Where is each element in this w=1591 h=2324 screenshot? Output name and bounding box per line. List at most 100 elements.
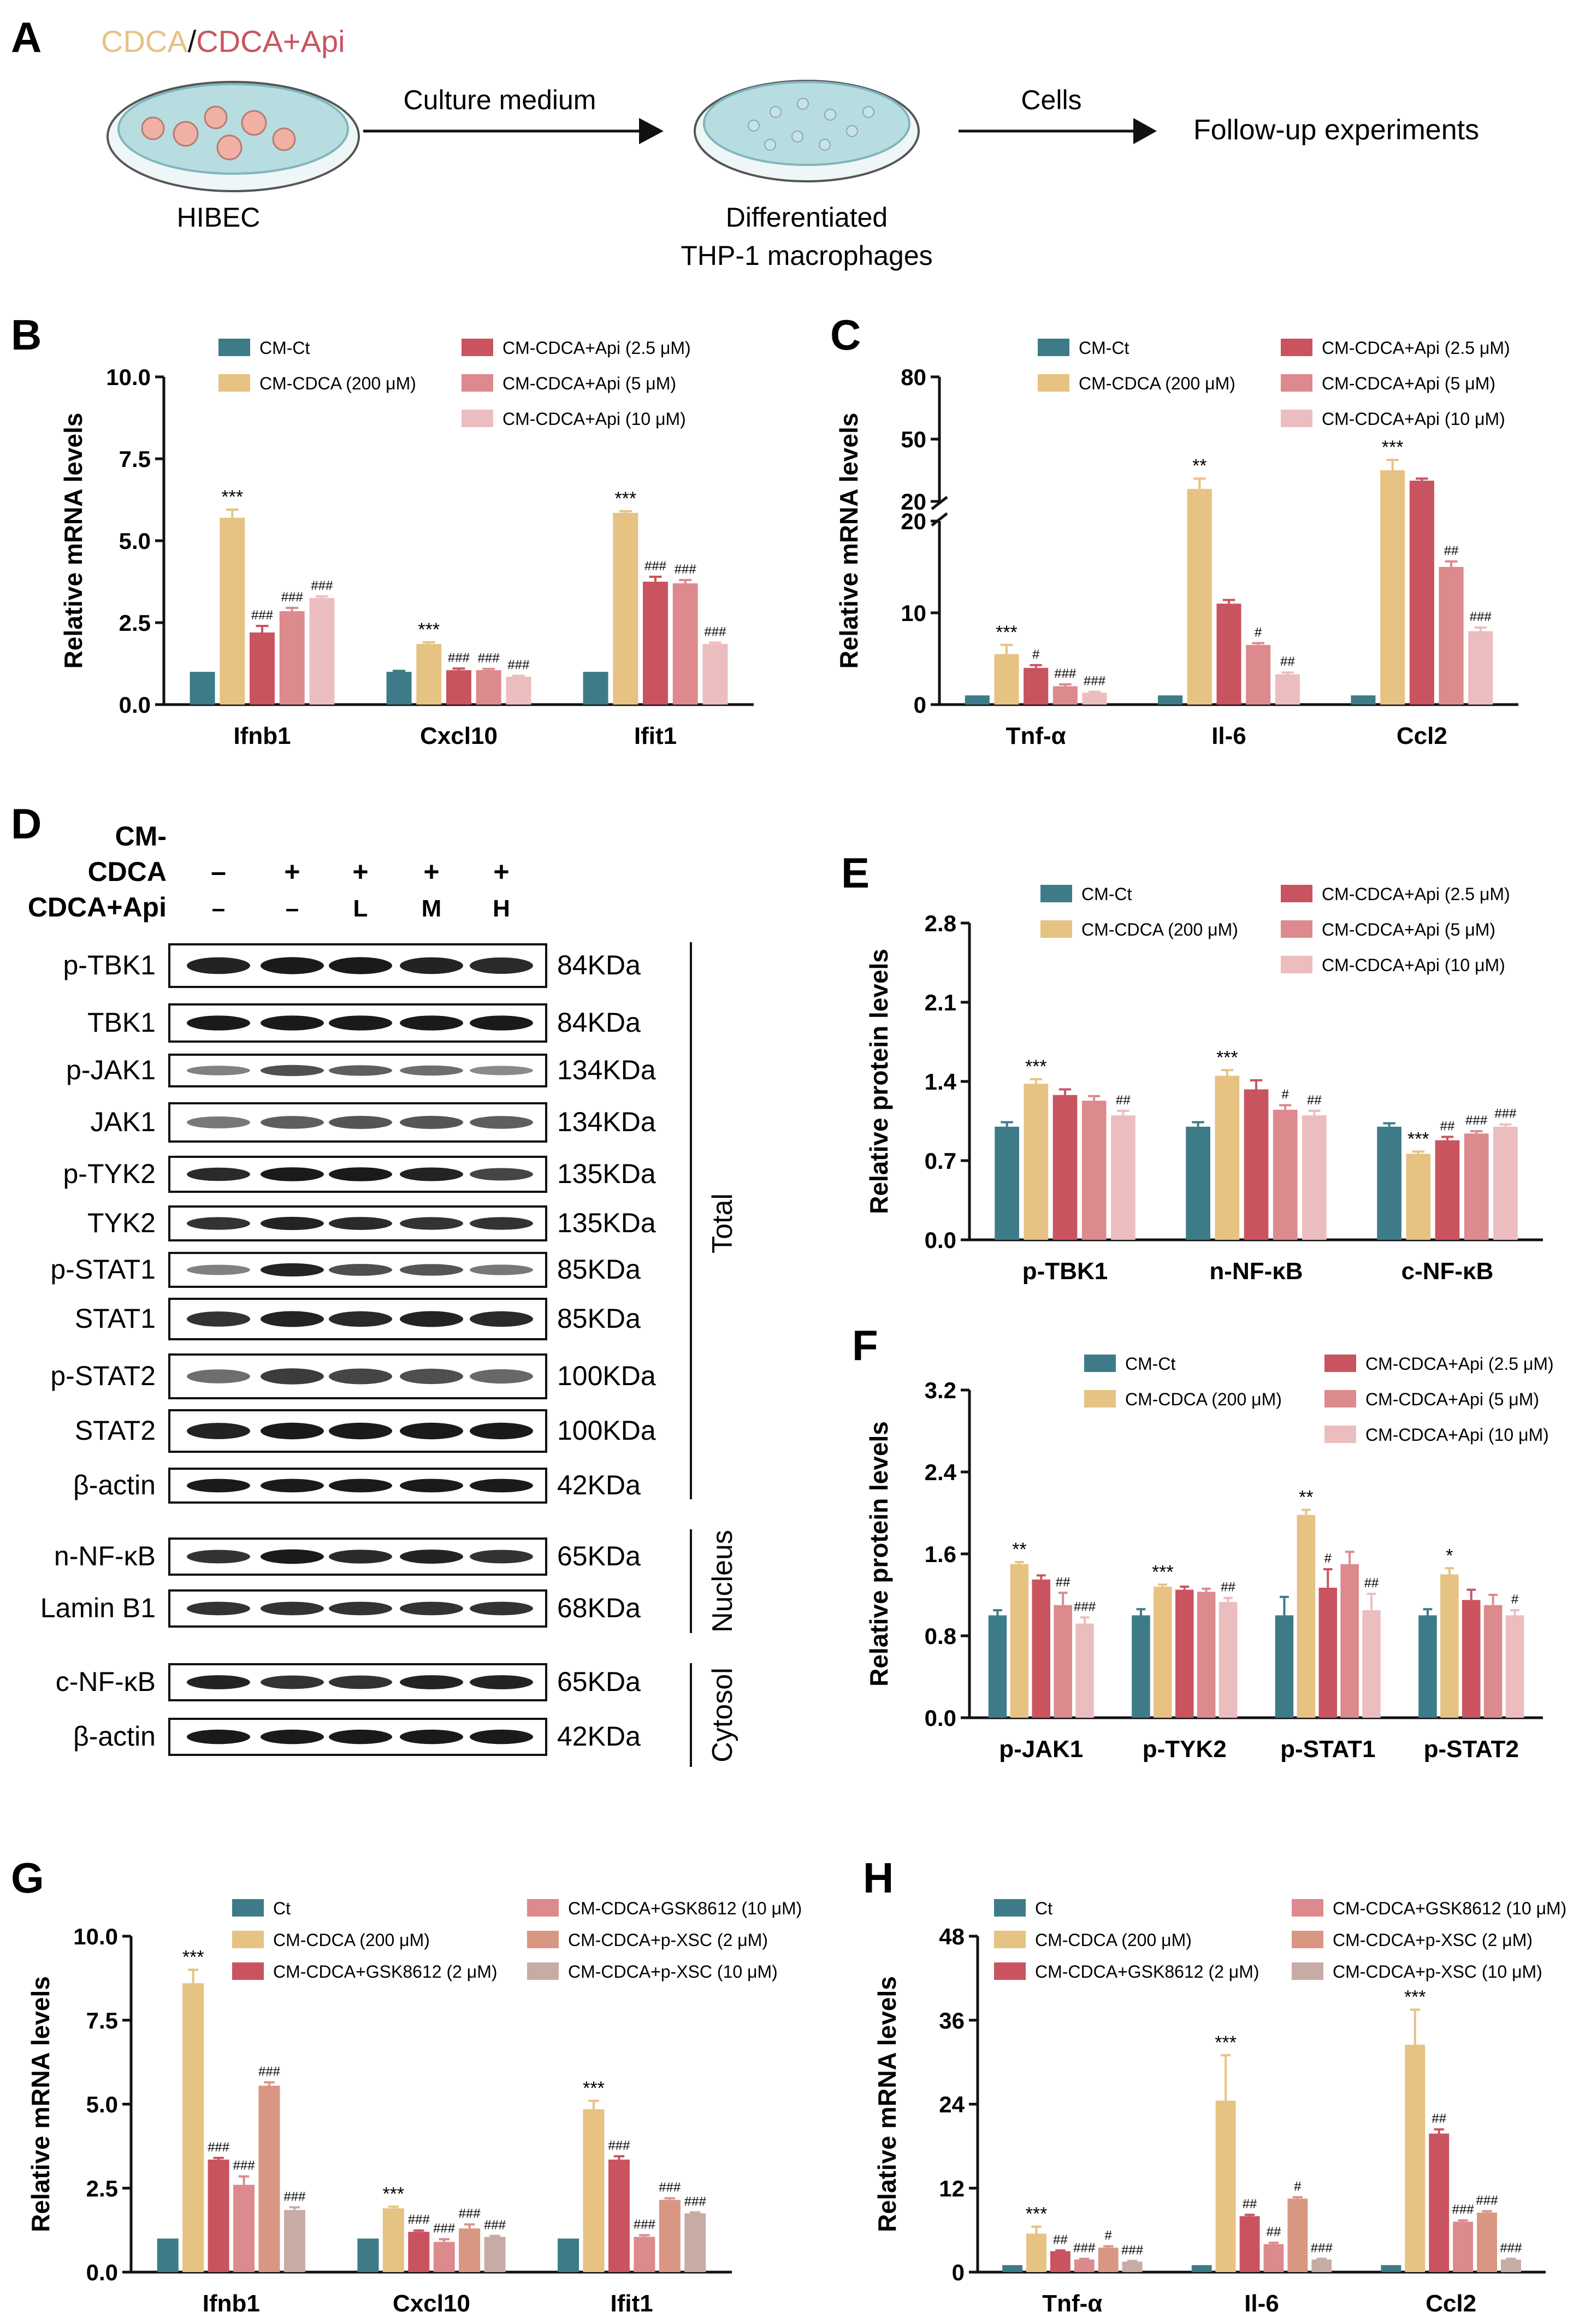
- title-sep: /: [188, 24, 197, 58]
- bar: [1477, 2213, 1497, 2272]
- significance-label: ###: [1074, 1599, 1096, 1614]
- blot-band: [470, 1217, 533, 1230]
- sign-cdca-api: L: [353, 895, 368, 922]
- x-tick-label: Tnf-α: [1006, 723, 1066, 749]
- significance-label: ###: [484, 2218, 506, 2233]
- significance-label: ###: [258, 2065, 281, 2079]
- bar: [1215, 1075, 1240, 1240]
- significance-label: ***: [1404, 1987, 1426, 2008]
- bar: [250, 632, 275, 705]
- blot-row: TBK1 84KDa: [87, 1003, 641, 1043]
- legend-label: Ct: [273, 1899, 291, 1918]
- blot-band: [470, 1729, 533, 1745]
- group-nucleus: Nucleus: [707, 1530, 738, 1633]
- bar: [416, 644, 442, 705]
- legend-label: CM-CDCA+Api (2.5 μM): [502, 338, 691, 358]
- significance-label: #: [1255, 625, 1262, 640]
- bar: [1275, 1615, 1294, 1718]
- legend-label: CM-CDCA+GSK8612 (10 μM): [1333, 1899, 1566, 1918]
- blot-band: [400, 1115, 463, 1130]
- y-tick-label: 36: [939, 2008, 965, 2033]
- bar: [659, 2199, 681, 2272]
- blot-kda-label: 85KDa: [557, 1254, 641, 1285]
- significance-label: ###: [478, 651, 500, 666]
- legend-swatch: [232, 1962, 264, 1980]
- significance-label: ***: [182, 1947, 204, 1968]
- bar: [182, 1983, 204, 2272]
- dish-thp1: Differentiated THP-1 macrophages: [681, 80, 933, 271]
- y-tick-label: 0: [952, 2260, 965, 2285]
- panel-letter-d: D: [11, 800, 42, 848]
- bar: [1273, 1109, 1298, 1240]
- bar: [1024, 1084, 1049, 1240]
- significance-label: ##: [1221, 1580, 1235, 1595]
- bar: [1010, 1564, 1029, 1718]
- bar: [1111, 1115, 1135, 1240]
- legend-swatch: [1292, 1962, 1323, 1980]
- bar: [1462, 1600, 1481, 1718]
- significance-label: ##: [1440, 1119, 1455, 1134]
- significance-label: ###: [408, 2213, 430, 2227]
- x-tick-label: Tnf-α: [1042, 2290, 1102, 2317]
- bar: [643, 582, 668, 705]
- blot-band: [261, 1015, 324, 1031]
- legend-label: CM-Ct: [259, 338, 310, 358]
- blot-band: [261, 1216, 324, 1231]
- bar: [672, 583, 698, 705]
- blot-band: [470, 1369, 533, 1384]
- bar: [408, 2232, 430, 2272]
- blot-band: [187, 1264, 250, 1275]
- blot-band: [261, 1549, 324, 1564]
- arrow1-label: Culture medium: [404, 85, 596, 115]
- bar: [1297, 1515, 1316, 1718]
- legend-swatch: [1324, 1355, 1356, 1372]
- title-cdca: CDCA: [101, 24, 188, 58]
- dish-hibec: HIBEC: [107, 81, 360, 233]
- panel-letter-g: G: [11, 1854, 44, 1902]
- panel-letter-e: E: [841, 849, 870, 897]
- blot-row: STAT2 100KDa: [75, 1409, 656, 1453]
- bar: [220, 518, 245, 705]
- blot-band: [470, 1116, 533, 1129]
- blot-band: [400, 1217, 463, 1230]
- legend: CM-Ct CM-CDCA (200 μM) CM-CDCA+Api (2.5 μM…: [1084, 1354, 1554, 1445]
- bar: [1409, 481, 1434, 705]
- bar: [1074, 2259, 1095, 2272]
- chart-f: F 0.0 0.8 1.6 2.4 3.2 Relative protein levels *…: [852, 1321, 1554, 1763]
- x-tick-label: p-TBK1: [1022, 1258, 1108, 1285]
- blot-band: [470, 1264, 533, 1275]
- y-tick-label: 20: [901, 489, 926, 515]
- bar: [309, 598, 335, 705]
- significance-label: ###: [1073, 2241, 1096, 2256]
- blot-band: [470, 1550, 533, 1564]
- blot-kda-label: 42KDa: [557, 1721, 641, 1752]
- arrow2-label: Cells: [1021, 85, 1081, 115]
- blot-kda-label: 85KDa: [557, 1303, 641, 1334]
- x-tick-label: Ifnb1: [233, 723, 291, 749]
- significance-label: ###: [433, 2221, 456, 2236]
- dish2-label-1: Differentiated: [726, 202, 888, 233]
- significance-label: #: [1294, 2179, 1302, 2194]
- blot-row: p-TYK2 135KDa: [63, 1156, 656, 1193]
- blot-protein-label: Lamin B1: [40, 1593, 156, 1623]
- y-tick-label: 12: [939, 2175, 965, 2201]
- panel-a-title: CDCA/CDCA+Api: [101, 24, 345, 58]
- blot-band: [187, 1167, 250, 1181]
- significance-label: **: [1192, 456, 1206, 476]
- y-tick-label: 80: [901, 364, 926, 390]
- significance-label: ###: [208, 2140, 230, 2155]
- bar: [1263, 2244, 1284, 2272]
- significance-label: **: [1012, 1539, 1026, 1560]
- bar: [433, 2242, 455, 2272]
- bar: [1216, 604, 1241, 705]
- row-label-cdca: CDCA: [88, 856, 167, 887]
- blot-band: [261, 1601, 324, 1616]
- legend-label: CM-CDCA (200 μM): [1125, 1389, 1282, 1409]
- bar: [357, 2238, 379, 2272]
- sign-cdca-api: H: [493, 895, 510, 922]
- significance-label: ##: [1444, 543, 1459, 558]
- bar: [995, 1126, 1019, 1240]
- significance-label: ###: [704, 625, 726, 640]
- blot-kda-label: 100KDa: [557, 1361, 656, 1391]
